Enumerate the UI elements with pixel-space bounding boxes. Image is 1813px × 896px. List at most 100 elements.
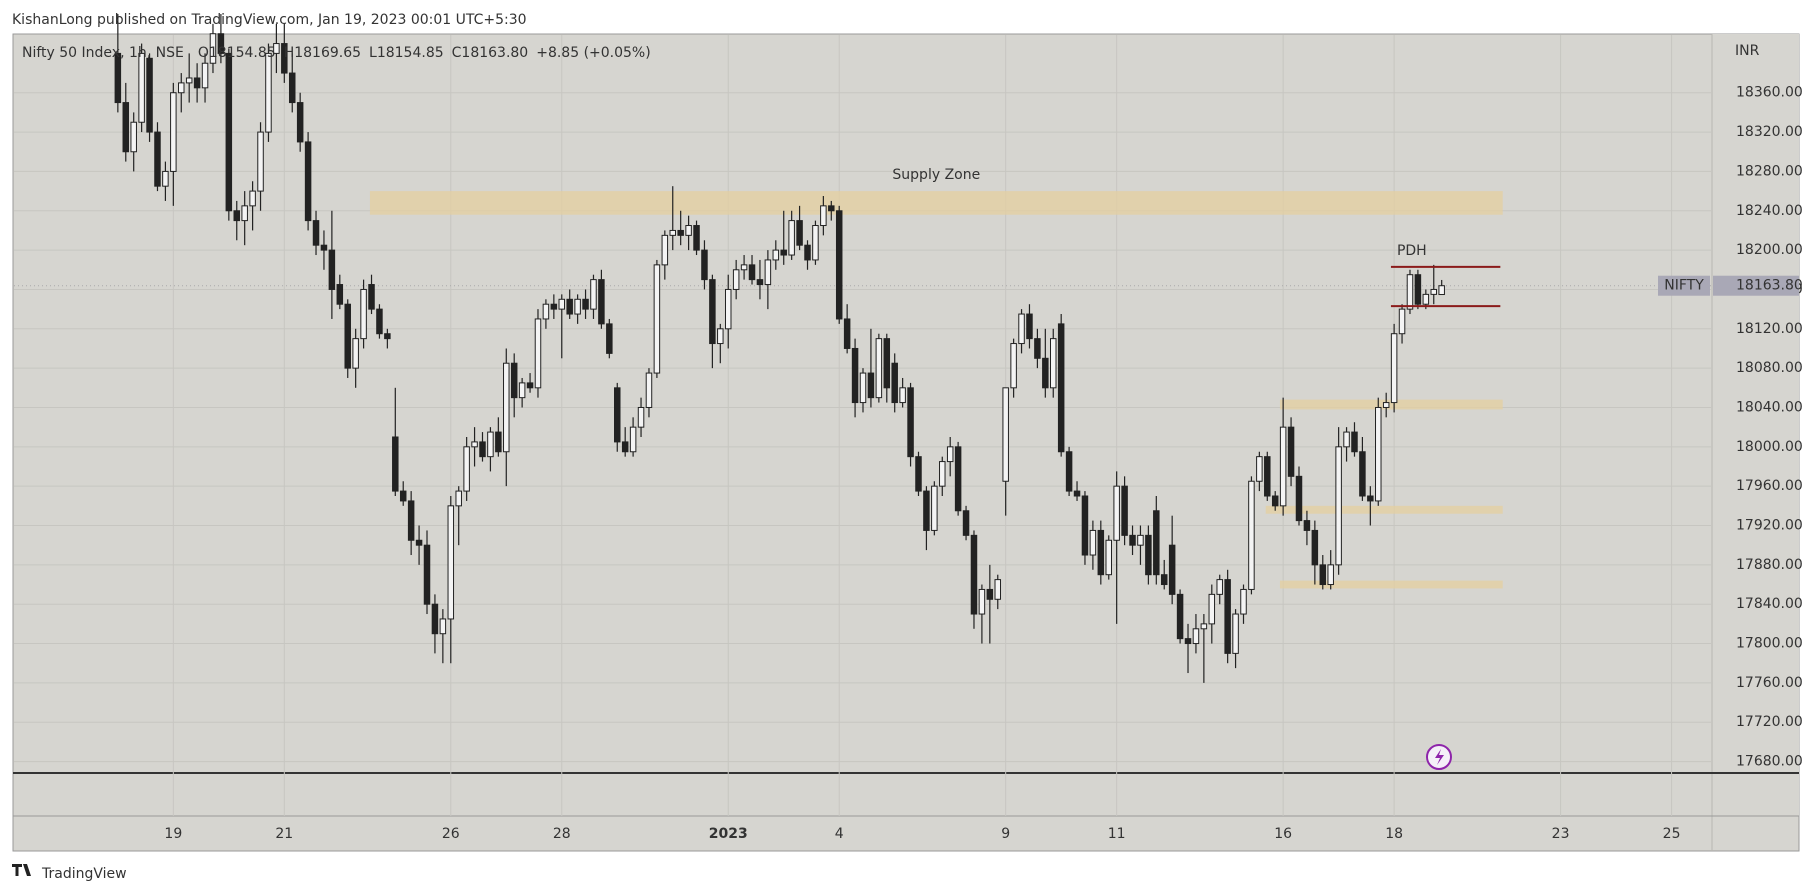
candle-body <box>590 279 597 310</box>
candle-body <box>1398 308 1406 335</box>
x-tick-label: 11 <box>1108 826 1126 842</box>
candle-body <box>193 77 201 89</box>
ohlc-value: H18169.65 <box>284 45 361 61</box>
x-tick-label: 9 <box>1001 826 1010 842</box>
candle-body <box>788 220 795 256</box>
candle-body <box>748 264 756 281</box>
candle-body <box>1026 313 1033 340</box>
candle-body <box>217 33 225 54</box>
candle-body <box>1279 426 1287 507</box>
ohlc-value: C18163.80 <box>452 45 529 61</box>
candle-body <box>986 588 994 600</box>
candle-body <box>685 225 692 236</box>
candle-body <box>1073 490 1081 497</box>
candle-body <box>1335 446 1342 566</box>
candle-body <box>233 210 241 222</box>
alert-bolt <box>1435 749 1444 765</box>
price-badge-text: 18163.80 <box>1736 278 1803 294</box>
candle-body <box>772 249 780 261</box>
candle-body <box>732 269 740 290</box>
y-tick-label: 18360.00 <box>1736 85 1803 101</box>
candle-body <box>645 372 653 408</box>
candle-body <box>1105 539 1112 576</box>
candle-body <box>130 121 137 153</box>
x-tick-label: 2023 <box>709 826 748 842</box>
candle-body <box>534 318 542 389</box>
candle-body <box>344 303 351 369</box>
y-tick-label: 17880.00 <box>1736 557 1803 573</box>
candle-body <box>550 303 558 310</box>
y-tick-label: 17960.00 <box>1736 478 1803 494</box>
candle-body <box>178 82 185 94</box>
ohlc-value: O18154.85 <box>198 45 276 61</box>
candle-body <box>693 225 700 251</box>
candle-body <box>899 387 906 404</box>
candle-body <box>281 43 288 74</box>
candle-body <box>812 225 819 261</box>
candle-body <box>1303 520 1311 531</box>
candle-body <box>162 170 169 187</box>
candle-body <box>170 92 177 172</box>
candle-body <box>804 244 811 261</box>
y-tick-label: 17920.00 <box>1736 518 1803 534</box>
x-tick-label: 23 <box>1552 826 1570 842</box>
candle-body <box>1343 431 1350 448</box>
candle-body <box>1430 288 1438 295</box>
candle-body <box>1359 451 1366 497</box>
candle-body <box>740 264 748 271</box>
y-tick-label: 17720.00 <box>1736 714 1803 730</box>
x-tick-label: 16 <box>1274 826 1292 842</box>
candle-body <box>637 406 645 428</box>
candle-body <box>154 131 161 187</box>
candle-body <box>859 372 867 404</box>
candle-body <box>1065 451 1073 492</box>
candle-body <box>1382 402 1390 408</box>
candle-body <box>701 249 708 281</box>
candle-body <box>970 534 978 615</box>
candle-body <box>392 436 399 492</box>
candle-body <box>558 298 566 310</box>
x-tick-label: 28 <box>553 826 571 842</box>
candle-body <box>1129 534 1136 546</box>
candle-body <box>1351 431 1358 453</box>
candle-body <box>257 131 264 192</box>
candle-body <box>376 308 383 335</box>
candle-body <box>1145 534 1152 576</box>
candle-body <box>368 284 375 310</box>
candle-body <box>962 510 970 536</box>
y-tick-label: 18240.00 <box>1736 203 1803 219</box>
candle-body <box>764 259 772 286</box>
candle-body <box>606 323 613 354</box>
candle-body <box>1240 588 1247 615</box>
candle-body <box>621 441 629 453</box>
candle-body <box>336 284 344 305</box>
candle-body <box>1208 593 1216 625</box>
candle-body <box>463 446 470 492</box>
candle-body <box>867 372 875 399</box>
tv-logo <box>12 864 31 876</box>
candle-body <box>209 33 217 64</box>
candle-body <box>796 220 803 246</box>
candle-body <box>423 544 431 605</box>
candle-body <box>288 72 296 104</box>
zone-label: Supply Zone <box>892 167 980 183</box>
zone <box>1279 399 1503 410</box>
candle-body <box>843 318 851 349</box>
candle-body <box>915 456 922 492</box>
candle-body <box>1232 613 1239 654</box>
candle-body <box>526 382 534 389</box>
symbol-badge <box>1658 275 1710 296</box>
symbol-badge-text: NIFTY <box>1664 278 1704 294</box>
candle-body <box>978 588 986 615</box>
y-tick-label: 18040.00 <box>1736 399 1803 415</box>
candle-body <box>185 77 193 84</box>
candle-body <box>717 328 724 345</box>
candle-body <box>1287 426 1295 477</box>
candle-body <box>1375 406 1382 502</box>
footer-brand: TradingView <box>41 866 127 882</box>
candle-body <box>614 387 621 443</box>
candle-body <box>653 264 661 374</box>
candle-body <box>225 52 233 212</box>
candle-body <box>249 190 256 207</box>
candle-body <box>1200 623 1208 630</box>
